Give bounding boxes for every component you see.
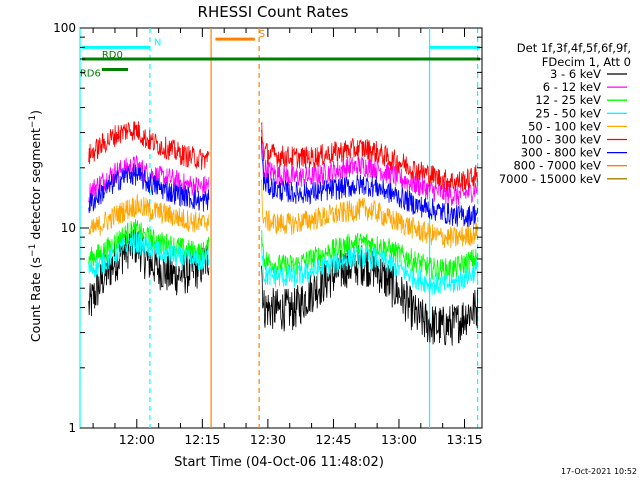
state-bar-label-2: S	[259, 29, 265, 40]
legend-entry-4: 50 - 100 keV	[528, 119, 601, 133]
x-axis-label: Start Time (04-Oct-06 11:48:02)	[174, 455, 384, 470]
y-tick-label-1: 10	[61, 221, 76, 235]
y-axis-label: Count Rate (s−1 detector segment−1)	[28, 110, 43, 342]
series-line-6	[88, 136, 478, 227]
state-bar-label-0: N	[154, 37, 161, 48]
legend-entry-0: 3 - 6 keV	[550, 67, 601, 81]
legend-entry-8: 7000 - 15000 keV	[499, 172, 601, 186]
state-bar-label-4: RD6	[80, 69, 101, 80]
attenuator-state-lines	[79, 28, 479, 428]
series-line-5	[88, 121, 478, 192]
x-tick-label-2: 12:30	[250, 432, 286, 447]
x-tick-label-1: 12:15	[184, 432, 220, 447]
legend: Det 1f,3f,4f,5f,6f,9f, FDecim 1, Att 0 3…	[499, 41, 631, 186]
x-tick-label-0: 12:00	[119, 432, 155, 447]
series-line-4	[88, 179, 478, 249]
legend-header-line-2: FDecim 1, Att 0	[542, 55, 631, 69]
x-tick-label-3: 12:45	[315, 432, 351, 447]
x-tick-label-5: 13:15	[447, 432, 483, 447]
legend-entry-1: 6 - 12 keV	[543, 80, 601, 94]
legend-entry-3: 25 - 50 keV	[535, 106, 601, 120]
legend-entry-2: 12 - 25 keV	[535, 93, 601, 107]
x-tick-label-4: 13:00	[381, 432, 417, 447]
timestamp: 17-Oct-2021 10:52	[561, 467, 637, 476]
chart-title: RHESSI Count Rates	[198, 3, 349, 21]
series-line-3	[88, 231, 478, 295]
legend-entry-5: 100 - 300 keV	[521, 133, 601, 147]
legend-entry-7: 800 - 7000 keV	[513, 159, 601, 173]
y-tick-label-2: 100	[53, 21, 76, 35]
y-tick-label-0: 1	[68, 421, 76, 435]
legend-entry-6: 300 - 800 keV	[521, 146, 601, 160]
y-axis: 1 10 100	[53, 21, 482, 435]
count-rate-series	[88, 121, 478, 346]
legend-header-line-1: Det 1f,3f,4f,5f,6f,9f,	[517, 41, 631, 55]
x-axis: 12:00 12:15 12:30 12:45 13:00 13:15	[92, 28, 483, 447]
state-bar-label-3: RD0	[102, 50, 123, 61]
